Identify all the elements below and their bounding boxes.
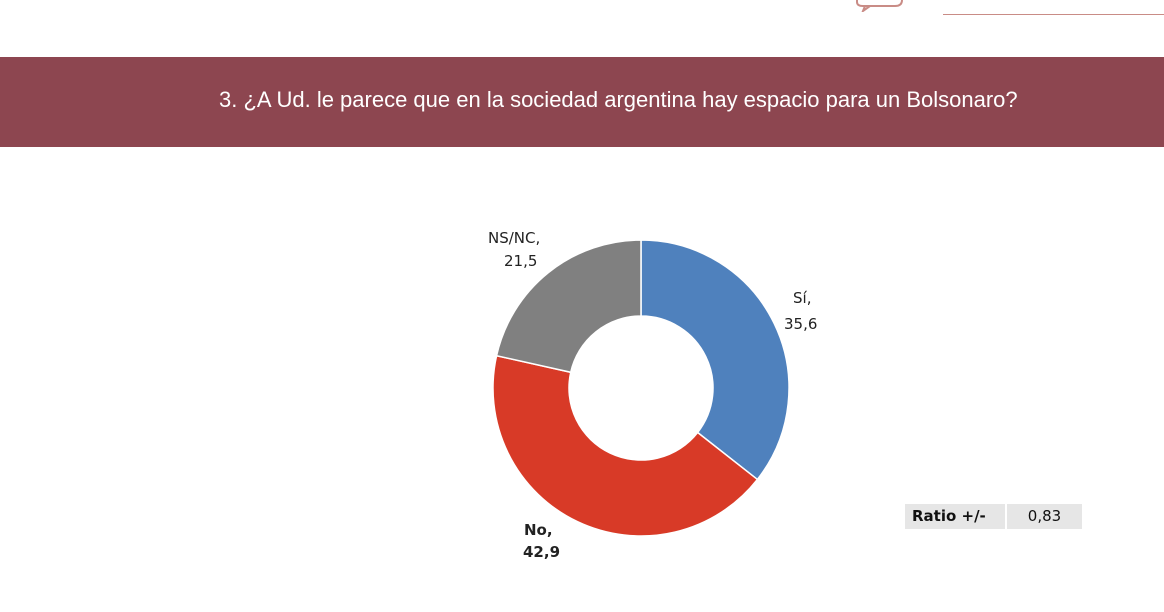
slice-value-nsnc: 21,5 (504, 252, 537, 270)
donut-slices (492, 239, 790, 537)
slice-label-nsnc: NS/NC, (488, 229, 540, 247)
question-header-band (0, 57, 1164, 147)
slice-no (492, 354, 759, 537)
ratio-box: Ratio +/- 0,83 (905, 504, 1082, 529)
slice-value-no: 42,9 (523, 543, 560, 561)
question-title: 3. ¿A Ud. le parece que en la sociedad a… (219, 87, 1018, 112)
ratio-label: Ratio +/- (905, 504, 1005, 529)
slice-nsnc (495, 239, 642, 374)
top-rule (943, 14, 1164, 15)
slice-value-si: 35,6 (784, 315, 817, 333)
slice-label-no: No, (524, 521, 553, 539)
slice-label-si: Sí, (793, 289, 811, 307)
ratio-gap (1005, 504, 1007, 529)
brand-logo-icon (856, 0, 903, 12)
slice-si (640, 239, 790, 481)
ratio-value: 0,83 (1007, 504, 1082, 529)
